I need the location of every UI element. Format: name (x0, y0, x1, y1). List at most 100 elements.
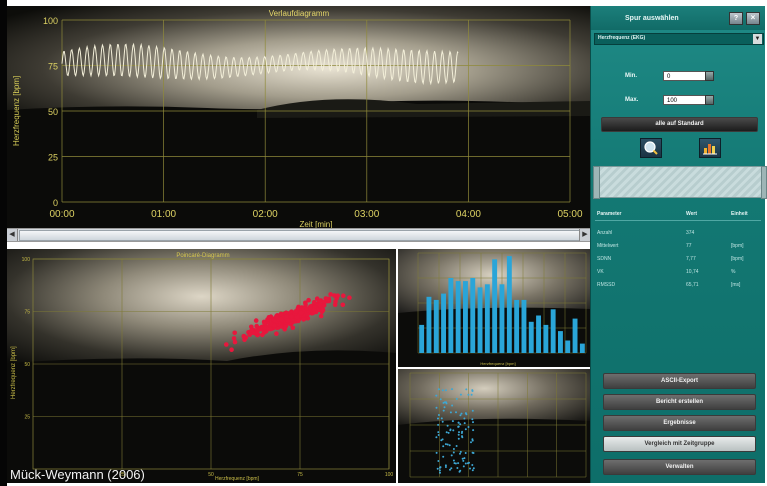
small-scatter-point (452, 451, 455, 454)
small-scatter-point (439, 471, 441, 474)
histogram-chart[interactable]: Herzfrequenz [bpm] (398, 249, 590, 367)
x-tick-label: 01:00 (151, 209, 176, 220)
manage-button[interactable]: Verwalten (603, 459, 756, 475)
small-scatter-point (440, 439, 443, 442)
scatter-point (328, 292, 333, 297)
y-tick-label: 25 (48, 153, 58, 163)
scatter-plot: Poincaré-Diagramm Herzfrequenz [bpm] 25 2… (11, 253, 394, 482)
small-scatter-point (471, 389, 474, 392)
stat-value: 65,71 (686, 282, 699, 288)
small-scatter-point (446, 424, 449, 427)
table-header-value: Wert (686, 211, 698, 217)
small-scatter-point (459, 423, 462, 426)
trend-chart[interactable]: Verlaufdiagramm Herzfrequenz [bpm] 0 25 50… (7, 6, 590, 228)
stat-unit: [ms] (731, 282, 741, 288)
small-scatter-point (457, 425, 460, 428)
scatter-point (283, 324, 288, 330)
small-scatter-point (436, 467, 439, 470)
small-scatter-point (463, 422, 466, 425)
ascii-export-button[interactable]: ASCII-Export (603, 373, 756, 389)
info-panel (595, 166, 765, 198)
create-report-button[interactable]: Bericht erstellen (603, 394, 756, 410)
small-scatter-point (471, 464, 474, 466)
small-scatter-chart[interactable] (398, 369, 590, 483)
small-scatter-point (437, 414, 440, 416)
results-button[interactable]: Ergebnisse (603, 415, 756, 431)
small-scatter-point (444, 389, 447, 392)
histogram-bar (426, 296, 432, 354)
scatter-point (325, 296, 330, 302)
histogram-bar (448, 278, 454, 353)
small-scatter-point (437, 431, 440, 434)
close-button[interactable]: × (746, 12, 760, 25)
small-scatter-point (461, 435, 463, 438)
collapse-handle-right[interactable] (761, 166, 767, 199)
stat-name: RMSSD (597, 282, 616, 288)
small-scatter-point (446, 443, 449, 446)
small-scatter-point (449, 429, 452, 432)
small-scatter-point (445, 431, 448, 434)
collapse-handle-left[interactable] (593, 166, 600, 199)
y-tick-label: 25 (24, 415, 30, 421)
trace-select-value: Herzfrequenz (EKG) (598, 35, 646, 41)
small-scatter-point (455, 397, 458, 400)
small-scatter-point (459, 393, 462, 396)
scatter-point (278, 311, 284, 317)
histogram-bar (499, 284, 505, 354)
trace-select[interactable]: Herzfrequenz (EKG) ▼ (594, 33, 764, 45)
help-button[interactable]: ? (729, 12, 743, 25)
scroll-right-button[interactable]: ▶ (579, 229, 590, 241)
histogram-bar (477, 287, 483, 353)
min-label: Min. (625, 73, 637, 79)
x-tick-label: 03:00 (354, 209, 379, 220)
small-scatter-point (447, 431, 450, 434)
scatter-point (301, 317, 306, 322)
small-scatter-point (451, 420, 454, 423)
horizontal-scrollbar[interactable]: ◀ ▶ (7, 228, 590, 242)
small-scatter-point (454, 462, 457, 465)
scatter-point (347, 295, 352, 300)
histogram-bar (558, 331, 563, 353)
small-scatter-point (459, 452, 461, 455)
small-scatter-point (450, 454, 453, 457)
small-scatter-point (459, 450, 462, 453)
small-scatter-point (457, 437, 460, 440)
close-icon: × (750, 13, 756, 22)
table-header-parameter: Parameter (597, 211, 622, 217)
min-stepper[interactable] (705, 71, 714, 81)
small-scatter-point (464, 412, 467, 415)
x-tick-label: 100 (385, 472, 394, 478)
small-scatter-point (443, 401, 446, 404)
scatter-point (341, 293, 346, 298)
histogram-bar (492, 259, 498, 354)
scatter-point (268, 326, 273, 332)
histogram-bar (441, 293, 446, 353)
magnifier-icon (644, 141, 658, 155)
small-scatter-point (457, 462, 460, 465)
small-scatter-point (437, 460, 440, 462)
small-scatter-point (459, 469, 462, 472)
reset-all-button[interactable]: alle auf Standard (601, 117, 758, 132)
scatter-point (260, 332, 265, 338)
max-stepper[interactable] (705, 95, 714, 105)
y-tick-label: 75 (48, 62, 58, 72)
scroll-thumb[interactable] (19, 230, 581, 241)
sidebar-panel: Spur auswählen ? × Herzfrequenz (EKG) ▼ … (590, 6, 767, 483)
small-scatter-point (435, 406, 438, 409)
histogram-bar (528, 321, 534, 354)
small-scatter-point (460, 412, 463, 415)
small-scatter-point (444, 464, 447, 467)
chevron-down-icon: ▼ (753, 34, 762, 44)
small-scatter-point (458, 431, 460, 434)
x-tick-label: 05:00 (557, 209, 582, 220)
zoom-button[interactable] (640, 138, 662, 158)
small-scatter-point (455, 445, 458, 447)
chart-icon (703, 144, 717, 155)
y-tick-label: 75 (24, 310, 30, 316)
compare-group-button[interactable]: Vergleich mit Zeitgruppe (603, 436, 756, 452)
scroll-left-button[interactable]: ◀ (7, 229, 18, 241)
chart-button[interactable] (699, 138, 721, 158)
small-scatter-point (435, 436, 438, 439)
small-scatter-point (470, 441, 472, 444)
scatter-chart[interactable]: Poincaré-Diagramm Herzfrequenz [bpm] 25 2… (7, 249, 396, 483)
